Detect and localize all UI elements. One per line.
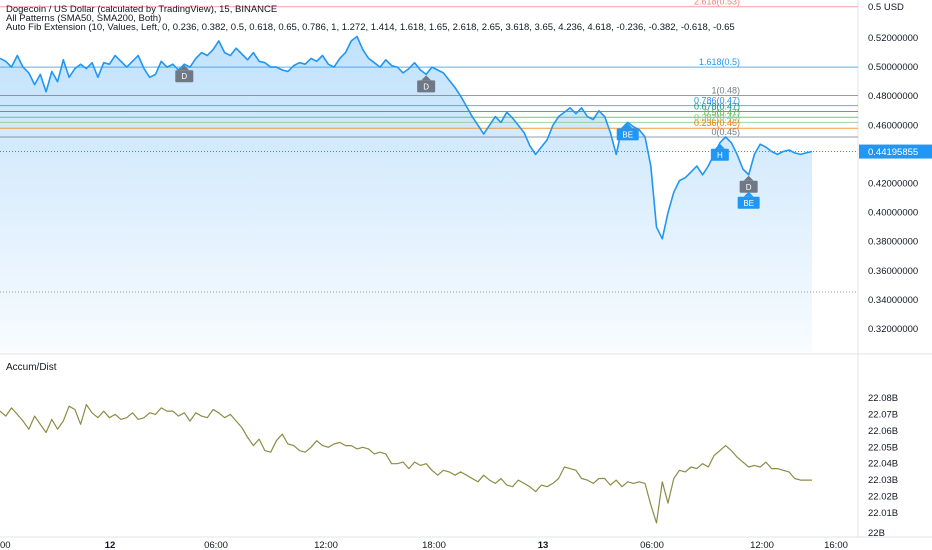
time-tick-label: 16:00 xyxy=(824,540,848,550)
marker-box xyxy=(710,148,729,161)
marker-box xyxy=(737,196,760,209)
price-tick-label: 0.32000000 xyxy=(868,324,918,335)
marker-label: D xyxy=(746,183,752,192)
price-tick-label: 0.50000000 xyxy=(868,62,918,73)
time-tick-label: 18:00 xyxy=(422,540,446,550)
marker-pointer xyxy=(743,175,754,181)
time-tick-label: 12:00 xyxy=(750,540,774,550)
indicator-all-patterns[interactable]: All Patterns (SMA50, SMA200, Both) xyxy=(6,13,162,24)
fib-level-label: 2.618(0.53) xyxy=(694,0,740,7)
pattern-marker: BE xyxy=(616,123,639,141)
last-price-text: 0.44195855 xyxy=(868,147,918,158)
accum-tick-label: 22.05B xyxy=(868,442,898,453)
marker-box xyxy=(739,180,758,193)
time-tick-label: 00 xyxy=(0,540,11,550)
fib-level-label: 0.786(0.47) xyxy=(694,96,740,106)
marker-label: BE xyxy=(622,130,633,139)
marker-box xyxy=(616,128,639,141)
marker-pointer xyxy=(622,123,633,129)
fib-level-label: 1(0.48) xyxy=(711,85,740,95)
marker-label: D xyxy=(181,72,187,81)
price-tick-label: 0.42000000 xyxy=(868,179,918,190)
accum-tick-label: 22.02B xyxy=(868,492,898,503)
marker-box xyxy=(175,70,194,83)
fib-level-label: 0.5(0.47) xyxy=(704,107,740,117)
accum-tick-label: 22.01B xyxy=(868,508,898,519)
accum-dist-title: Accum/Dist xyxy=(6,362,57,373)
marker-label: H xyxy=(717,151,723,160)
time-tick-label: 06:00 xyxy=(204,540,228,550)
marker-pointer xyxy=(421,75,432,81)
accum-dist-line xyxy=(0,404,812,524)
price-area-fill xyxy=(0,36,812,352)
time-tick-label: 12:00 xyxy=(314,540,338,550)
price-tick-label: 0.40000000 xyxy=(868,208,918,219)
pattern-marker: D xyxy=(739,175,758,193)
price-line xyxy=(0,35,813,240)
time-tick-label: 12 xyxy=(105,540,116,550)
price-axis-unit: 0.5 USD xyxy=(868,2,904,13)
fib-level-label: 0(0.45) xyxy=(711,127,740,137)
accum-tick-label: 22.06B xyxy=(868,426,898,437)
pattern-marker: BE xyxy=(737,191,760,209)
accum-tick-label: 22.08B xyxy=(868,393,898,404)
marker-label: BE xyxy=(743,199,754,208)
fib-level-label: 0.382(0.46) xyxy=(694,112,740,122)
pattern-marker: D xyxy=(417,75,436,93)
pattern-marker: D xyxy=(175,65,194,83)
marker-box xyxy=(417,80,436,93)
marker-pointer xyxy=(179,65,190,71)
accum-tick-label: 22.07B xyxy=(868,409,898,420)
price-tick-label: 0.34000000 xyxy=(868,295,918,306)
accum-bottom-label: 22B xyxy=(868,528,885,539)
accum-tick-label: 22.03B xyxy=(868,475,898,486)
symbol-title: Dogecoin / US Dollar (calculated by Trad… xyxy=(6,4,278,15)
accum-tick-label: 22.04B xyxy=(868,459,898,470)
fib-level-label: 1.618(0.5) xyxy=(699,57,740,67)
fib-level-label: 0.678(0.47) xyxy=(694,101,740,111)
last-price-tag xyxy=(859,144,932,159)
marker-pointer xyxy=(714,143,725,149)
indicator-auto-fib[interactable]: Auto Fib Extension (10, Values, Left, 0,… xyxy=(6,22,735,33)
price-tick-label: 0.38000000 xyxy=(868,237,918,248)
fib-level-label: 0.236(0.46) xyxy=(694,118,740,128)
time-tick-label: 13 xyxy=(538,540,549,550)
marker-pointer xyxy=(743,191,754,197)
price-tick-label: 0.36000000 xyxy=(868,266,918,277)
pattern-marker: H xyxy=(710,143,729,161)
marker-label: D xyxy=(423,82,429,91)
price-tick-label: 0.46000000 xyxy=(868,120,918,131)
price-tick-label: 0.52000000 xyxy=(868,33,918,44)
price-tick-label: 0.48000000 xyxy=(868,91,918,102)
time-tick-label: 06:00 xyxy=(640,540,664,550)
